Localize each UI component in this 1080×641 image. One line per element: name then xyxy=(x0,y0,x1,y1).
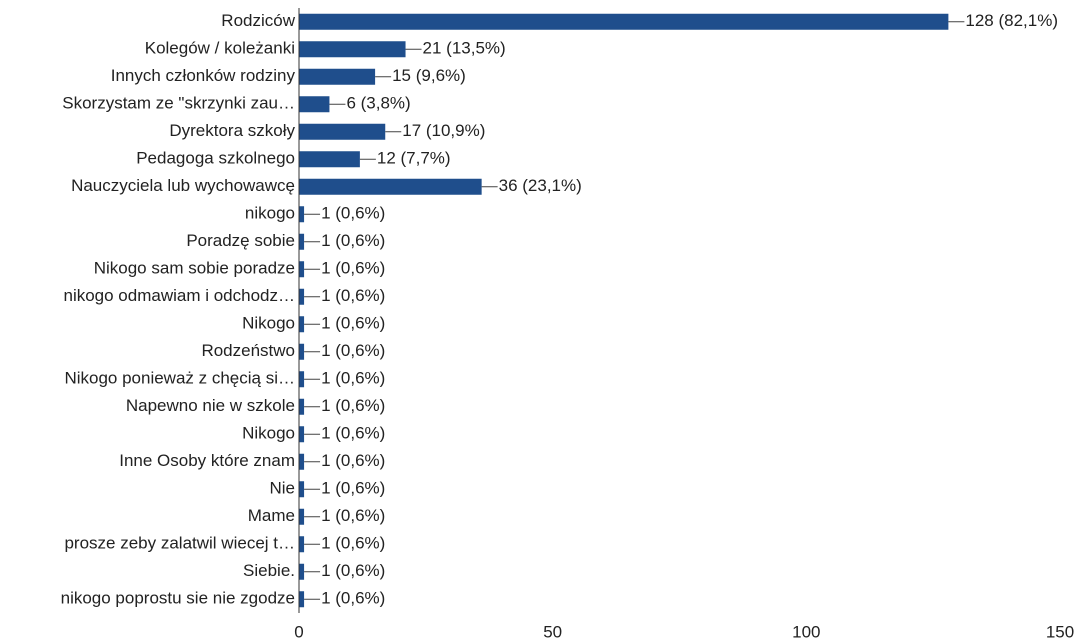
bar xyxy=(299,178,482,195)
bar xyxy=(299,233,305,250)
value-label: 1 (0,6%) xyxy=(321,204,385,223)
category-label: Rodziców xyxy=(221,11,295,30)
bar xyxy=(299,206,305,223)
bar xyxy=(299,68,376,85)
bar xyxy=(299,481,305,498)
value-label: 1 (0,6%) xyxy=(321,396,385,415)
value-label: 1 (0,6%) xyxy=(321,314,385,333)
value-label: 15 (9,6%) xyxy=(392,66,466,85)
value-label: 6 (3,8%) xyxy=(346,94,410,113)
value-label: 1 (0,6%) xyxy=(321,451,385,470)
bar xyxy=(299,508,305,525)
category-label: Siebie. xyxy=(243,561,295,580)
bar xyxy=(299,96,330,113)
bar xyxy=(299,316,305,333)
value-label: 36 (23,1%) xyxy=(499,176,582,195)
bar xyxy=(299,343,305,360)
value-label: 17 (10,9%) xyxy=(402,121,485,140)
bar xyxy=(299,426,305,443)
category-label: Innych członków rodziny xyxy=(111,66,296,85)
value-label: 1 (0,6%) xyxy=(321,534,385,553)
x-tick-label: 100 xyxy=(792,622,820,641)
category-label: nikogo poprostu sie nie zgodze xyxy=(61,589,295,608)
bar xyxy=(299,288,305,305)
value-label: 1 (0,6%) xyxy=(321,561,385,580)
x-tick-label: 0 xyxy=(294,622,303,641)
value-label: 1 (0,6%) xyxy=(321,506,385,525)
bar xyxy=(299,536,305,553)
value-label: 1 (0,6%) xyxy=(321,231,385,250)
category-label: Poradzę sobie xyxy=(186,231,295,250)
category-label: Skorzystam ze "skrzynki zau… xyxy=(62,94,295,113)
category-label: Pedagoga szkolnego xyxy=(136,149,295,168)
bar xyxy=(299,563,305,580)
bar xyxy=(299,261,305,278)
bar xyxy=(299,591,305,608)
category-label: Nikogo xyxy=(242,314,295,333)
bar xyxy=(299,151,360,168)
bar xyxy=(299,13,949,30)
bar xyxy=(299,371,305,388)
value-label: 1 (0,6%) xyxy=(321,341,385,360)
bar xyxy=(299,453,305,470)
category-label: Rodzeństwo xyxy=(201,341,295,360)
bar xyxy=(299,41,406,58)
value-label: 1 (0,6%) xyxy=(321,286,385,305)
category-label: Nikogo sam sobie poradze xyxy=(94,259,295,278)
category-label: nikogo odmawiam i odchodz… xyxy=(63,286,295,305)
x-tick-label: 150 xyxy=(1046,622,1074,641)
value-label: 1 (0,6%) xyxy=(321,369,385,388)
value-label: 1 (0,6%) xyxy=(321,589,385,608)
category-label: Napewno nie w szkole xyxy=(126,396,295,415)
category-label: Nikogo ponieważ z chęcią si… xyxy=(64,369,295,388)
category-label: Nie xyxy=(269,479,295,498)
bar xyxy=(299,123,386,140)
bar xyxy=(299,398,305,415)
category-label: nikogo xyxy=(245,204,295,223)
category-label: Dyrektora szkoły xyxy=(169,121,295,140)
value-label: 1 (0,6%) xyxy=(321,259,385,278)
value-label: 1 (0,6%) xyxy=(321,424,385,443)
category-label: prosze zeby zalatwil wiecej t… xyxy=(64,534,295,553)
value-label: 1 (0,6%) xyxy=(321,479,385,498)
value-label: 128 (82,1%) xyxy=(965,11,1058,30)
category-label: Kolegów / koleżanki xyxy=(145,39,295,58)
category-label: Nikogo xyxy=(242,424,295,443)
x-tick-label: 50 xyxy=(543,622,562,641)
value-label: 21 (13,5%) xyxy=(423,39,506,58)
category-label: Mame xyxy=(248,506,295,525)
category-label: Inne Osoby które znam xyxy=(119,451,295,470)
value-label: 12 (7,7%) xyxy=(377,149,451,168)
category-label: Nauczyciela lub wychowawcę xyxy=(71,176,295,195)
